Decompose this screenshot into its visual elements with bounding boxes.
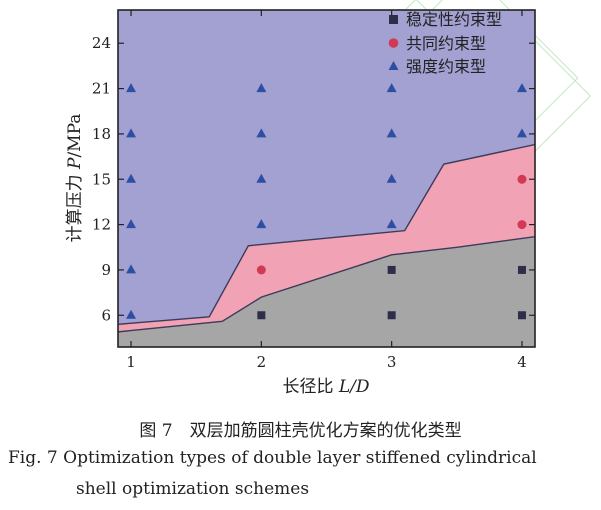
x-axis-label: 长径比 L/D [282, 377, 369, 397]
data-point-series-1 [256, 265, 266, 275]
region-boundary-0 [118, 143, 535, 326]
data-point-series-2 [126, 264, 137, 274]
data-points [126, 83, 527, 320]
x-tick-label: 1 [126, 353, 136, 371]
region-2 [118, 236, 535, 347]
constraint-regions [118, 10, 535, 347]
legend-marker-joint [388, 38, 399, 48]
data-point-series-2 [516, 83, 527, 93]
legend-label-joint: 共同约束型 [406, 34, 486, 53]
data-point-series-2 [126, 128, 137, 138]
region-1 [118, 144, 535, 332]
region-boundary-1 [118, 235, 535, 333]
data-point-series-2 [256, 173, 267, 183]
data-point-series-2 [126, 219, 137, 229]
data-point-series-2 [126, 83, 137, 93]
data-point-series-2 [386, 128, 397, 138]
x-tick-label: 4 [517, 353, 527, 371]
legend: 稳定性约束型 共同约束型 强度约束型 [388, 10, 502, 76]
legend-label-strength: 强度约束型 [406, 57, 486, 76]
y-axis-label: 计算压力 P/MPa [65, 114, 85, 243]
figure-caption-chinese: 图 7 双层加筋圆柱壳优化方案的优化类型 [139, 421, 462, 441]
x-tick-label: 3 [387, 353, 397, 371]
data-point-series-1 [517, 220, 527, 230]
data-point-series-2 [386, 219, 397, 229]
data-point-series-0 [387, 265, 396, 274]
y-tick-label: 21 [92, 80, 111, 98]
data-point-series-2 [516, 128, 527, 138]
x-tick-label: 2 [257, 353, 267, 371]
figure-caption-english-line2: shell optimization schemes [76, 479, 310, 499]
y-tick-label: 9 [101, 261, 111, 279]
data-point-series-0 [387, 311, 396, 320]
plot-frame [117, 9, 536, 348]
data-point-series-1 [517, 174, 527, 184]
y-tick-label: 24 [92, 34, 111, 52]
data-point-series-2 [256, 128, 267, 138]
y-tick-label: 12 [92, 216, 111, 234]
data-point-series-2 [126, 173, 137, 183]
region-0 [118, 10, 535, 325]
legend-marker-stability [389, 15, 398, 24]
y-tick-label: 18 [92, 125, 111, 143]
data-point-series-2 [256, 219, 267, 229]
y-tick-label: 15 [92, 170, 111, 188]
data-point-series-2 [256, 83, 267, 93]
data-point-series-0 [517, 311, 526, 320]
legend-marker-strength [388, 61, 399, 70]
data-point-series-0 [257, 311, 266, 320]
y-tick-label: 6 [101, 306, 111, 324]
data-point-series-2 [386, 83, 397, 93]
data-point-series-2 [126, 309, 137, 319]
figure-caption-english-line1: Fig. 7 Optimization types of double laye… [8, 448, 537, 468]
legend-label-stability: 稳定性约束型 [406, 10, 502, 29]
data-point-series-0 [517, 265, 526, 274]
data-point-series-2 [386, 173, 397, 183]
